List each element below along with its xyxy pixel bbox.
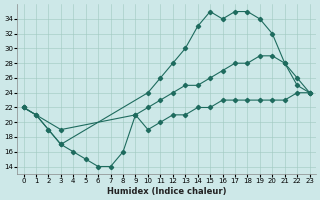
X-axis label: Humidex (Indice chaleur): Humidex (Indice chaleur) [107, 187, 226, 196]
